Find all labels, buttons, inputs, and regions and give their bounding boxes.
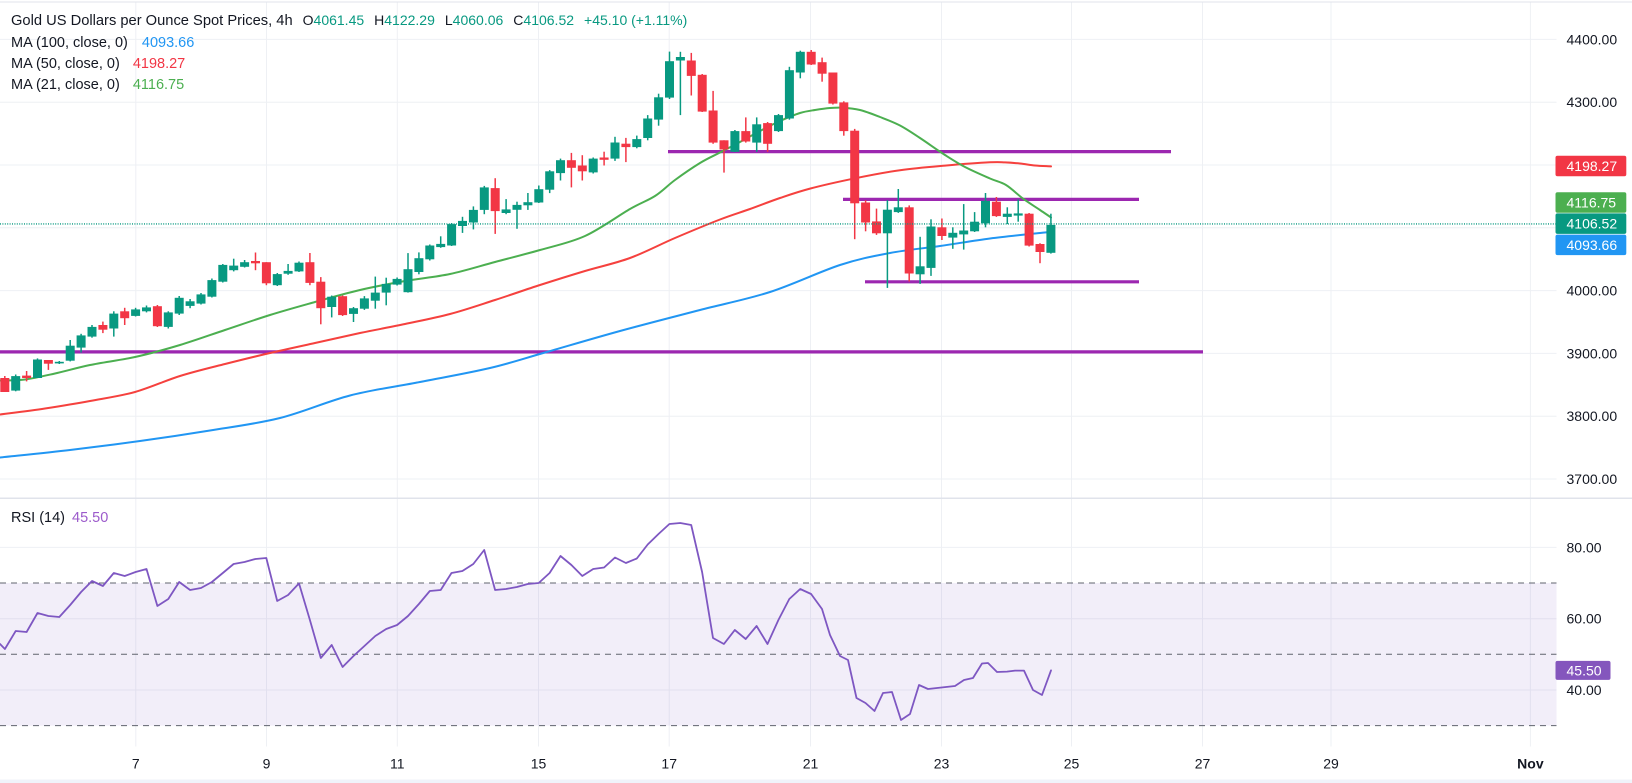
svg-text:40.00: 40.00 xyxy=(1567,682,1602,698)
svg-text:RSI (14) 45.50: RSI (14) 45.50 xyxy=(11,510,108,526)
svg-text:4116.75: 4116.75 xyxy=(1567,195,1617,211)
svg-text:4300.00: 4300.00 xyxy=(1567,94,1618,110)
svg-text:4198.27: 4198.27 xyxy=(1567,158,1618,174)
svg-text:29: 29 xyxy=(1323,756,1339,772)
svg-text:17: 17 xyxy=(661,756,677,772)
svg-text:9: 9 xyxy=(263,756,271,772)
svg-text:MA (50, close, 0) 4198.27: MA (50, close, 0) 4198.27 xyxy=(11,56,185,72)
svg-text:7: 7 xyxy=(132,756,140,772)
svg-text:25: 25 xyxy=(1064,756,1080,772)
svg-text:4000.00: 4000.00 xyxy=(1567,283,1618,299)
svg-text:15: 15 xyxy=(531,756,547,772)
svg-text:3800.00: 3800.00 xyxy=(1567,408,1618,424)
svg-text:MA (100, close, 0) 4093.66: MA (100, close, 0) 4093.66 xyxy=(11,35,194,51)
svg-text:3900.00: 3900.00 xyxy=(1567,345,1618,361)
svg-text:23: 23 xyxy=(934,756,950,772)
svg-text:45.50: 45.50 xyxy=(1567,662,1602,678)
svg-text:60.00: 60.00 xyxy=(1567,611,1602,627)
svg-text:80.00: 80.00 xyxy=(1567,539,1602,555)
svg-text:27: 27 xyxy=(1195,756,1211,772)
svg-text:4106.52: 4106.52 xyxy=(1567,216,1618,232)
svg-text:Gold US Dollars per Ounce Spot: Gold US Dollars per Ounce Spot Prices, 4… xyxy=(11,12,687,29)
svg-text:21: 21 xyxy=(803,756,819,772)
svg-text:4093.66: 4093.66 xyxy=(1567,237,1618,253)
svg-text:Nov: Nov xyxy=(1517,756,1544,772)
svg-text:MA (21, close, 0) 4116.75: MA (21, close, 0) 4116.75 xyxy=(11,77,184,93)
svg-text:4400.00: 4400.00 xyxy=(1567,31,1618,47)
svg-text:11: 11 xyxy=(390,756,405,772)
svg-text:3700.00: 3700.00 xyxy=(1567,471,1618,487)
